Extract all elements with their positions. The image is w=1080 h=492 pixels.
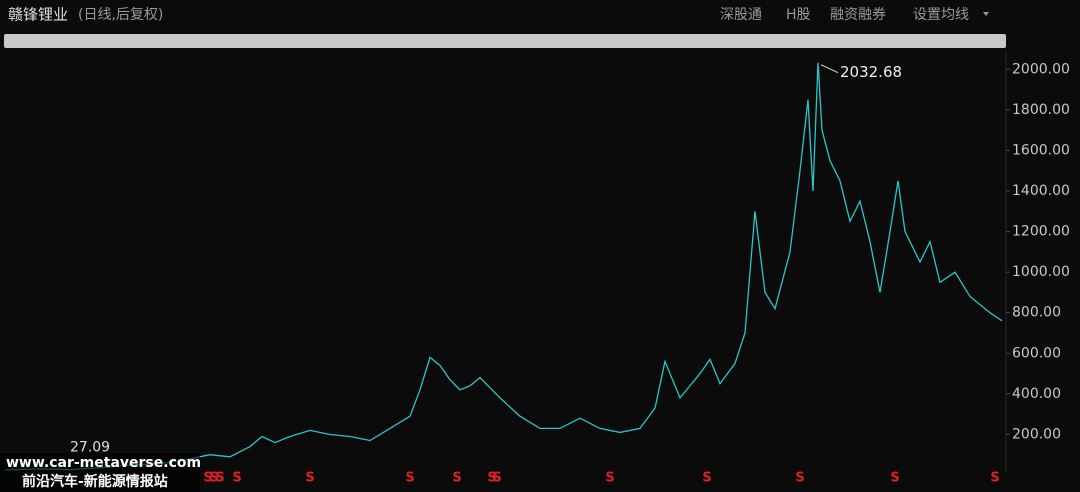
dropdown-icon — [983, 12, 989, 16]
dividend-marker: S — [215, 471, 224, 486]
dividend-marker: S — [702, 471, 711, 486]
y-tick-label: 1000.00 — [1012, 264, 1070, 280]
dividend-marker: S — [452, 471, 461, 486]
menu-item[interactable]: 融资融券 — [830, 7, 886, 23]
dividend-marker: S — [209, 471, 218, 486]
y-tick-label: 1200.00 — [1012, 224, 1070, 240]
dividend-marker: S — [405, 471, 414, 486]
watermark-bg — [0, 453, 200, 492]
watermark: www.car-metaverse.com — [6, 455, 201, 471]
annotation-arrow — [820, 64, 839, 74]
y-tick-label: 200.00 — [1012, 426, 1061, 442]
y-tick-label: 800.00 — [1012, 305, 1061, 321]
menu-item[interactable]: 设置均线 — [913, 7, 969, 23]
dividend-marker: S — [487, 471, 496, 486]
y-tick-label: 600.00 — [1012, 345, 1061, 361]
dividend-marker: S — [203, 471, 212, 486]
chart-title: 赣锋锂业 — [8, 6, 68, 24]
y-tick-label: 2000.00 — [1012, 61, 1070, 77]
y-tick-label: 1600.00 — [1012, 142, 1070, 158]
menu-item[interactable]: 深股通 — [720, 7, 762, 23]
annotation: 27.09 — [70, 440, 110, 456]
y-tick-label: 1800.00 — [1012, 102, 1070, 118]
dividend-marker: S — [890, 471, 899, 486]
dividend-marker: S — [232, 471, 241, 486]
price-line — [4, 62, 1003, 471]
chart-subtitle: (日线,后复权) — [78, 6, 163, 23]
dividend-marker: S — [795, 471, 804, 486]
dividend-marker: S — [305, 471, 314, 486]
annotation: 2032.68 — [840, 63, 902, 81]
dividend-marker: S — [492, 471, 501, 486]
menu-item[interactable]: H股 — [786, 7, 811, 23]
y-tick-label: 400.00 — [1012, 386, 1061, 402]
info-bar — [4, 34, 1006, 48]
watermark: 前沿汽车-新能源情报站 — [22, 473, 168, 490]
dividend-marker: S — [990, 471, 999, 486]
dividend-marker: S — [605, 471, 614, 486]
y-tick-label: 1400.00 — [1012, 183, 1070, 199]
